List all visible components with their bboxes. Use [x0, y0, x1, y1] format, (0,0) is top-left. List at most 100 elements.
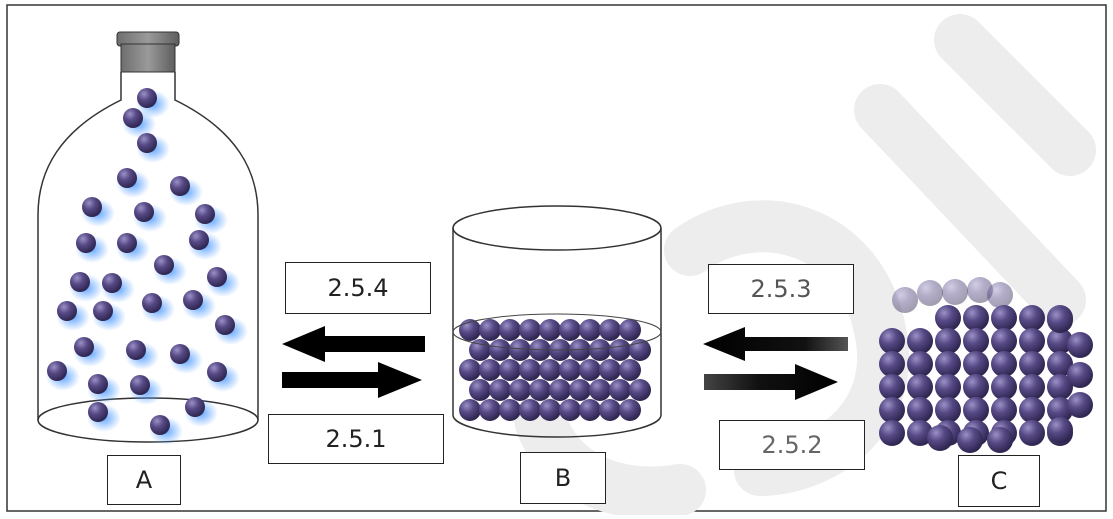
gas-particles: [46, 88, 248, 445]
liquid-particle: [459, 399, 481, 421]
liquid-particle: [459, 359, 481, 381]
solid-particle: [907, 397, 933, 423]
gas-particle: [57, 301, 77, 321]
solid-particle: [1047, 397, 1073, 423]
solid-particle-faded: [987, 282, 1013, 308]
solid-particle: [991, 305, 1017, 331]
gas-particle: [183, 290, 203, 310]
solid-particle: [991, 351, 1017, 377]
solid-particle: [1019, 351, 1045, 377]
liquid-particle: [469, 339, 491, 361]
gas-particle: [207, 362, 227, 382]
liquid-particle: [609, 339, 631, 361]
liquid-particle: [549, 379, 571, 401]
liquid-particle: [609, 379, 631, 401]
solid-particle: [879, 397, 905, 423]
liquid-particle: [539, 399, 561, 421]
gas-particle: [154, 255, 174, 275]
solid-particle: [957, 427, 983, 453]
solid-particle: [1067, 332, 1093, 358]
solid-particle: [963, 351, 989, 377]
solid-particle: [987, 427, 1013, 453]
solid-particle: [1019, 374, 1045, 400]
liquid-particle: [519, 319, 541, 341]
liquid-particle: [559, 359, 581, 381]
gas-particle: [88, 374, 108, 394]
liquid-surface: [452, 313, 662, 351]
beaker-walls: [452, 228, 662, 415]
gas-particle: [74, 337, 94, 357]
bottle-cork: [120, 43, 176, 73]
solid-particle: [935, 397, 961, 423]
gas-particle: [82, 197, 102, 217]
gas-particle: [207, 267, 227, 287]
solid-particle: [1019, 397, 1045, 423]
label-c: C: [958, 455, 1040, 507]
solid-particle: [963, 374, 989, 400]
process-label-2-5-2: 2.5.2: [719, 420, 865, 470]
liquid-particle: [579, 359, 601, 381]
liquid-particle: [469, 379, 491, 401]
gas-particle: [215, 315, 235, 335]
liquid-particle: [479, 359, 501, 381]
solid-particle: [1047, 307, 1073, 333]
liquid-particle: [579, 399, 601, 421]
gas-particle: [137, 133, 157, 153]
gas-particle: [150, 415, 170, 435]
process-label-2-5-4: 2.5.4: [285, 262, 431, 314]
arrow-c-to-b: [703, 327, 848, 361]
gas-particle: [123, 108, 143, 128]
solid-particle: [1067, 362, 1093, 388]
liquid-particle: [589, 379, 611, 401]
solid-particle: [1047, 374, 1073, 400]
liquid-particle: [589, 339, 611, 361]
arrows-a-b: [282, 326, 425, 398]
gas-particle: [70, 272, 90, 292]
solid-particle: [963, 328, 989, 354]
beaker-b: [452, 205, 662, 438]
liquid-particle: [619, 399, 641, 421]
solid-particle-faded: [892, 287, 918, 313]
liquid-particle: [629, 379, 651, 401]
gas-particle: [142, 293, 162, 313]
gas-particle: [170, 176, 190, 196]
liquid-particle: [579, 319, 601, 341]
solid-particle: [963, 397, 989, 423]
solid-particle: [879, 374, 905, 400]
liquid-particle: [499, 319, 521, 341]
liquid-particle: [559, 399, 581, 421]
solid-particle: [907, 351, 933, 377]
process-label-2-5-3: 2.5.3: [708, 264, 854, 314]
solid-particle: [907, 328, 933, 354]
gas-particle: [195, 204, 215, 224]
liquid-particle: [489, 339, 511, 361]
solid-particle: [935, 374, 961, 400]
frame-border: [6, 4, 1107, 512]
gas-particle: [170, 344, 190, 364]
bottle-a: [37, 31, 259, 445]
gas-particle: [76, 233, 96, 253]
gas-particle: [126, 340, 146, 360]
liquid-particle: [539, 359, 561, 381]
solid-particle-faded: [917, 280, 943, 306]
liquid-particle: [619, 359, 641, 381]
solid-particle: [1067, 392, 1093, 418]
solid-particle: [1019, 420, 1045, 446]
liquid-particle: [479, 319, 501, 341]
gas-particle: [185, 397, 205, 417]
liquid-particle: [629, 339, 651, 361]
liquid-particles: [459, 319, 651, 421]
liquid-particle: [519, 399, 541, 421]
solid-lattice-c: [879, 277, 1093, 453]
liquid-particle: [569, 379, 591, 401]
gas-particle: [134, 202, 154, 222]
liquid-particle: [499, 399, 521, 421]
gas-particle: [88, 402, 108, 422]
liquid-particle: [599, 319, 621, 341]
solid-particle: [1047, 328, 1073, 354]
liquid-particle: [459, 319, 481, 341]
bottle-outline: [37, 72, 259, 420]
arrow-a-to-b: [282, 362, 422, 398]
label-b: B: [520, 452, 606, 504]
